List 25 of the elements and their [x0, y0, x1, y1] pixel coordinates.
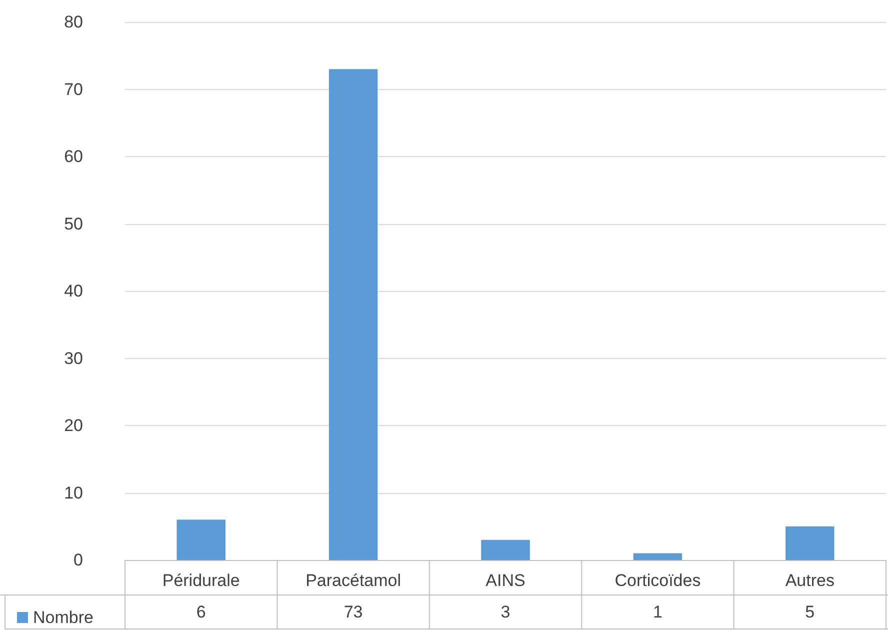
y-tick-label: 0 [74, 550, 83, 570]
y-tick-label: 50 [64, 214, 83, 234]
data-label: 6 [196, 602, 206, 622]
y-tick-label: 30 [64, 348, 83, 368]
bar [481, 540, 530, 560]
legend-label: Nombre [33, 608, 94, 627]
x-tick-label: Corticoïdes [614, 571, 701, 590]
x-tick-label: Paracétamol [306, 571, 402, 590]
bar [786, 526, 834, 560]
y-tick-label: 20 [64, 416, 83, 435]
bar [328, 69, 378, 560]
y-tick-label: 60 [64, 147, 83, 166]
y-tick-label: 70 [64, 80, 83, 99]
data-label: 5 [805, 602, 815, 622]
data-label: 3 [500, 602, 510, 622]
bar [633, 553, 682, 560]
x-tick-label: Péridurale [162, 571, 240, 590]
y-tick-label: 40 [64, 282, 83, 300]
y-tick-label: 80 [64, 12, 83, 32]
y-tick-label: 10 [64, 483, 83, 502]
x-tick-label: AINS [486, 571, 526, 590]
x-tick-label: Autres [785, 571, 834, 590]
bar [176, 520, 226, 560]
data-label: 1 [652, 602, 662, 622]
data-label: 73 [344, 602, 363, 622]
